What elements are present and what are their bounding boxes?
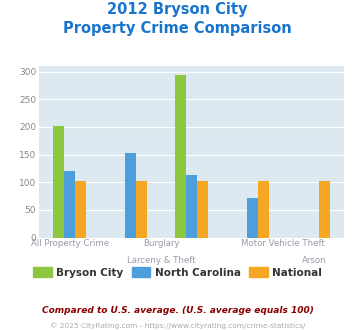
Text: Burglary: Burglary <box>143 239 180 248</box>
Bar <box>175 76 186 238</box>
Text: Compared to U.S. average. (U.S. average equals 100): Compared to U.S. average. (U.S. average … <box>42 306 313 315</box>
Bar <box>258 181 269 238</box>
Bar <box>125 153 136 238</box>
Text: © 2025 CityRating.com - https://www.cityrating.com/crime-statistics/: © 2025 CityRating.com - https://www.city… <box>50 323 305 329</box>
Text: Property Crime Comparison: Property Crime Comparison <box>63 21 292 36</box>
Bar <box>53 126 64 238</box>
Text: All Property Crime: All Property Crime <box>31 239 109 248</box>
Bar <box>64 171 75 238</box>
Text: Larceny & Theft: Larceny & Theft <box>127 256 196 265</box>
Legend: Bryson City, North Carolina, National: Bryson City, North Carolina, National <box>29 263 326 282</box>
Text: Arson: Arson <box>301 256 326 265</box>
Bar <box>319 181 330 238</box>
Text: Motor Vehicle Theft: Motor Vehicle Theft <box>241 239 325 248</box>
Bar <box>197 181 208 238</box>
Text: 2012 Bryson City: 2012 Bryson City <box>107 2 248 16</box>
Bar <box>186 175 197 238</box>
Bar <box>75 181 86 238</box>
Bar <box>247 198 258 238</box>
Bar <box>136 181 147 238</box>
